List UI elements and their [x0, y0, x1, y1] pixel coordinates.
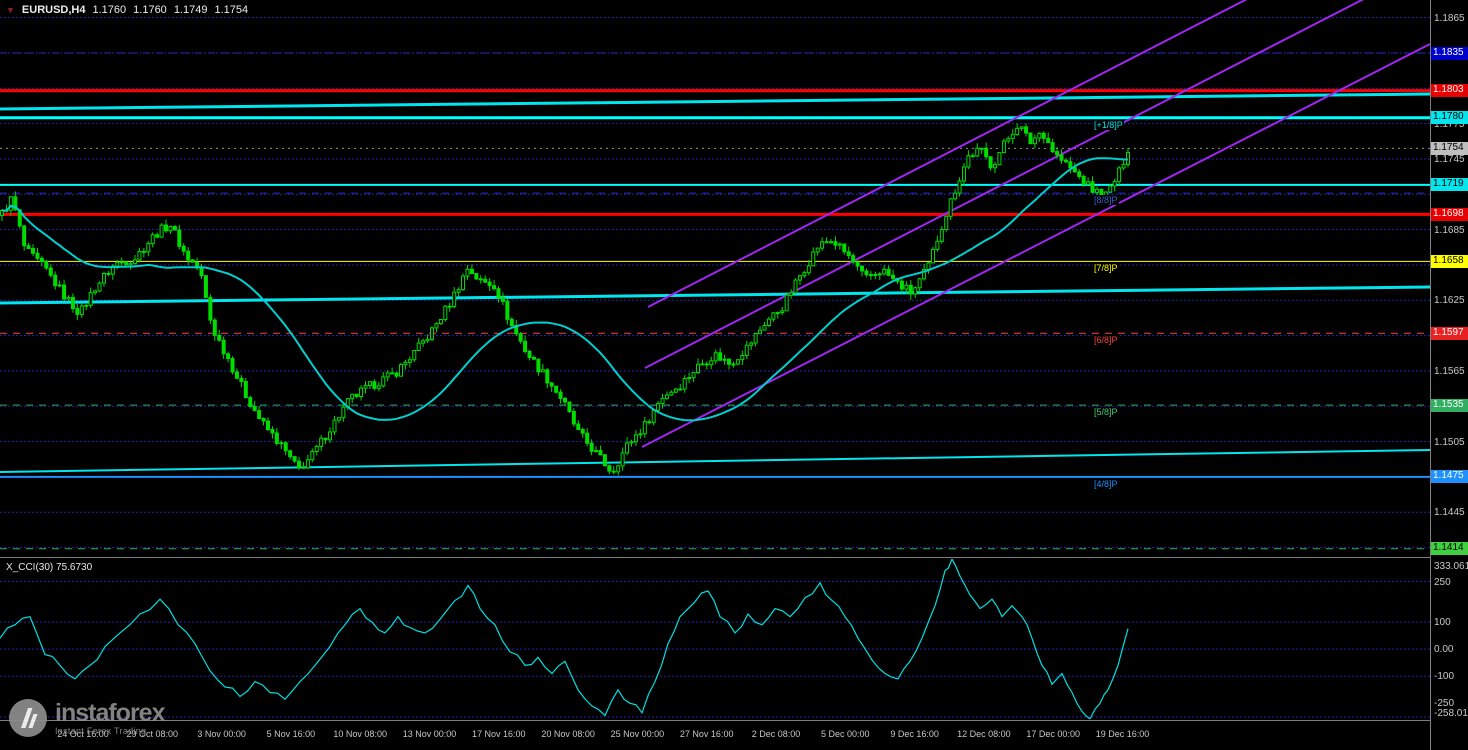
price-level-badge: 1.1780 [1431, 111, 1468, 125]
price-level-badge: 1.1803 [1431, 84, 1468, 98]
price-scale-label: 1.1625 [1434, 295, 1465, 307]
candles-layer [0, 123, 1130, 476]
time-axis-label: 25 Nov 00:00 [610, 729, 665, 739]
price-level-badge: 1.1835 [1431, 46, 1468, 60]
time-axis-label: 19 Dec 16:00 [1095, 729, 1150, 739]
symbol-timeframe: EURUSD,H4 [21, 4, 86, 16]
cci-scale-label: 0.00 [1434, 644, 1454, 656]
price-scale-label: 1.1565 [1434, 365, 1465, 377]
time-axis-label: 3 Nov 00:00 [197, 729, 246, 739]
price-scale-label: 1.1505 [1434, 436, 1465, 448]
instaforex-logo-icon [9, 699, 47, 737]
price-level-badge: 1.1658 [1431, 254, 1468, 268]
price-level-badge: 1.1414 [1431, 542, 1468, 556]
brand-tagline: Instant Forex Trading [55, 725, 147, 736]
time-axis-label: 29 Oct 08:00 [126, 729, 179, 739]
time-axis-label: 20 Nov 08:00 [541, 729, 595, 739]
cyan-trendlines-layer [0, 92, 1430, 473]
price-axis[interactable]: 1.18651.17751.17451.16851.16251.15651.15… [1430, 0, 1468, 750]
time-axis-label: 27 Nov 16:00 [679, 729, 734, 739]
price-scale-label: 1.1685 [1434, 224, 1465, 236]
ohlc-open: 1.1760 [92, 4, 127, 16]
cci-line [0, 559, 1129, 719]
time-axis-label: 10 Nov 08:00 [333, 729, 387, 739]
time-axis-label: 24 Oct 16:00 [57, 729, 109, 739]
chart-menu-icon[interactable]: ▼ [6, 5, 15, 15]
price-level-badge: 1.1475 [1431, 470, 1468, 484]
ohlc-high: 1.1760 [133, 4, 167, 16]
instaforex-watermark: instaforex Instant Forex Trading [8, 698, 165, 738]
cci-indicator-label: X_CCI(30) 75.6730 [6, 562, 93, 573]
cci-scale-label: -250 [1434, 698, 1455, 709]
channel-lines-layer [641, 0, 1430, 448]
time-axis[interactable]: 24 Oct 16:00 29 Oct 08:00 3 Nov 00:00 5 Nov… [0, 721, 1468, 750]
moving-average-line [1, 157, 1129, 422]
ohlc-close: 1.1754 [214, 4, 249, 16]
cci-scale-label: 100 [1434, 617, 1451, 629]
price-level-badge: 1.1698 [1431, 207, 1468, 221]
brand-name: instaforex [55, 698, 165, 727]
price-level-badge: 1.1754 [1431, 141, 1468, 155]
cci-scale-label: -258.013 [1434, 708, 1468, 719]
time-axis-label: 13 Nov 00:00 [402, 729, 457, 739]
axis-separator [0, 720, 1468, 721]
time-axis-label: 9 Dec 16:00 [890, 729, 939, 739]
level-lines-layer [0, 52, 1430, 550]
time-axis-label: 2 Dec 08:00 [751, 729, 801, 739]
cci-indicator-pane[interactable]: X_CCI(30) 75.6730 [0, 559, 1430, 719]
price-scale-label: 1.1745 [1434, 154, 1465, 165]
time-axis-label: 17 Nov 16:00 [472, 729, 526, 739]
price-level-badge: 1.1535 [1431, 398, 1468, 412]
price-level-badge: 1.1597 [1431, 326, 1468, 340]
cci-scale-label: -100 [1434, 671, 1455, 683]
time-axis-label: 5 Dec 00:00 [821, 729, 870, 739]
price-scale-label: 1.1865 [1434, 12, 1465, 24]
price-level-badge: 1.1719 [1431, 178, 1468, 192]
time-axis-label: 12 Dec 08:00 [957, 729, 1011, 739]
cci-scale-label: 333.061 [1434, 561, 1468, 572]
price-chart-pane[interactable]: [+1/8]P [8/8]P [7/8]P [6/8]P [5/8]P [4/8]P ▼ … [0, 0, 1430, 557]
cci-canvas [0, 559, 1430, 719]
pane-separator[interactable] [0, 557, 1468, 558]
cci-scale-label: 250 [1434, 576, 1451, 588]
time-axis-label: 17 Dec 00:00 [1026, 729, 1080, 739]
ohlc-low: 1.1749 [173, 4, 208, 16]
time-axis-label: 5 Nov 16:00 [266, 729, 316, 739]
price-chart-canvas [0, 0, 1430, 550]
chart-header: ▼ EURUSD,H4 1.1760 1.1760 1.1749 1.1754 [6, 4, 248, 16]
price-scale-label: 1.1445 [1434, 507, 1465, 519]
